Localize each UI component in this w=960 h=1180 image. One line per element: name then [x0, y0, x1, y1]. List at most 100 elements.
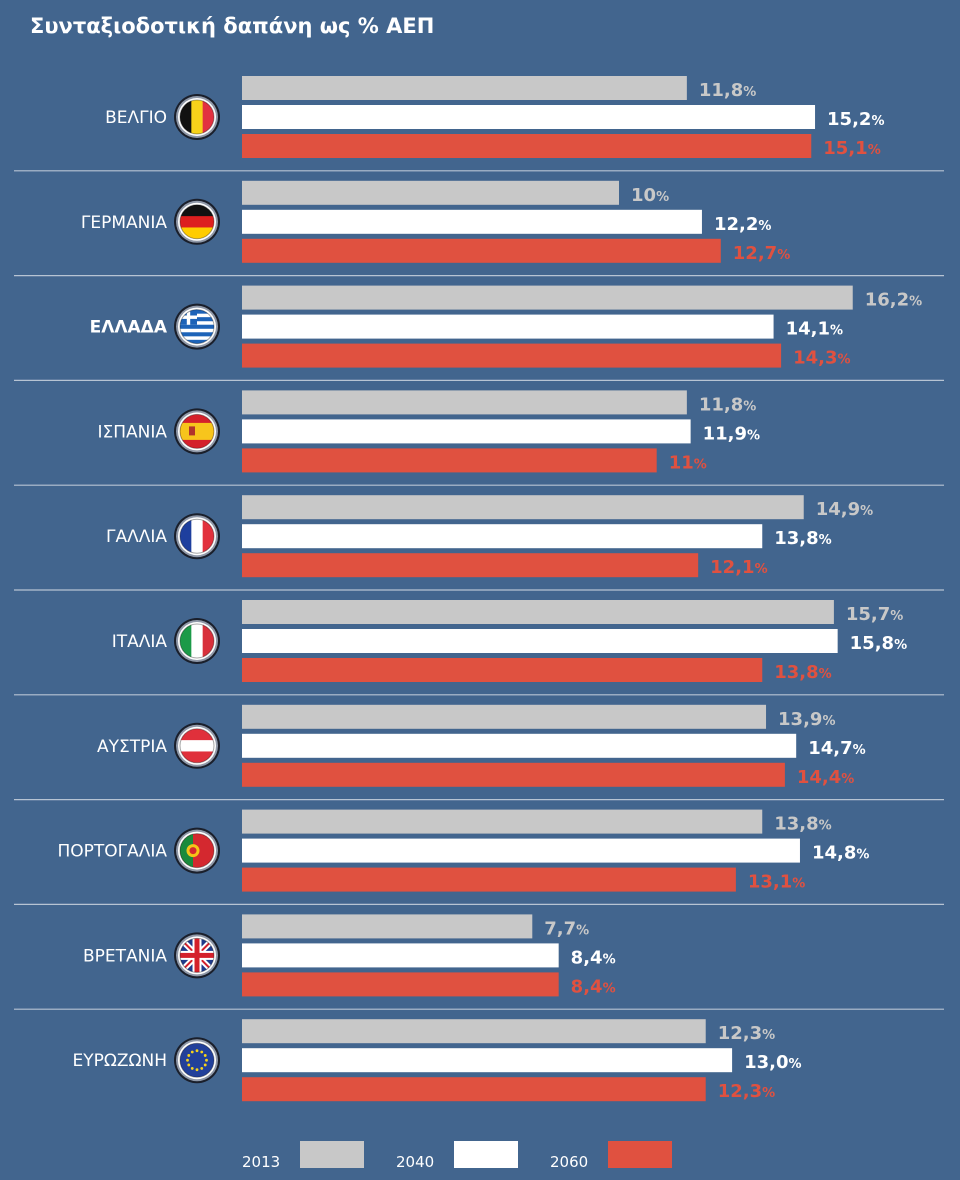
legend-swatch [454, 1141, 518, 1168]
bar-2060 [242, 972, 559, 997]
bar-2040 [242, 419, 691, 444]
country-label: ΙΣΠΑΝΙΑ [97, 422, 167, 442]
data-label-2060: 12,7% [733, 243, 790, 264]
data-label-2013: 10% [631, 185, 669, 206]
country-label: ΕΥΡΩΖΩΝΗ [72, 1051, 167, 1071]
chart-rows: ΒΕΛΓΙΟ 11,8% 15,2% 15,1% ΓΕΡΜΑΝΙΑ 10% 12,2% 12,… [57, 76, 922, 1102]
row-4: ΓΑΛΛΙΑ 14,9% 13,8% 12,1% [106, 495, 873, 578]
row-7: ΠΟΡΤΟΓΑΛΙΑ 13,8% 14,8% 13,1% [57, 809, 869, 893]
country-label: ΠΟΡΤΟΓΑΛΙΑ [57, 842, 167, 862]
legend-swatch [300, 1141, 364, 1168]
bar-2013 [242, 1019, 706, 1044]
bar-2013 [242, 914, 533, 939]
bar-2040 [242, 838, 800, 863]
bar-2060 [242, 448, 657, 473]
data-label-2040: 15,2% [827, 109, 884, 130]
country-label: ΓΑΛΛΙΑ [106, 527, 167, 547]
bar-2060 [242, 658, 763, 682]
row-3: ΙΣΠΑΝΙΑ 11,8% 11,9% 11% [97, 390, 760, 473]
data-label-2040: 14,8% [812, 843, 869, 864]
data-label-2060: 11% [669, 452, 707, 473]
legend-item-2040: 2040 [396, 1141, 518, 1171]
france-flag-icon [174, 513, 220, 560]
uk-flag-icon [174, 932, 220, 979]
legend-item-2013: 2013 [242, 1141, 364, 1171]
bar-2040 [242, 524, 763, 549]
bar-2060 [242, 867, 736, 892]
spain-flag-icon [174, 408, 220, 455]
data-label-2060: 13,1% [748, 872, 805, 893]
data-label-2013: 12,3% [718, 1023, 775, 1044]
bar-2040 [242, 209, 702, 234]
germany-flag-icon [174, 198, 220, 245]
bar-2013 [242, 704, 767, 729]
data-label-2040: 15,8% [850, 633, 907, 654]
bar-2060 [242, 238, 721, 263]
country-label: ΙΤΑΛΙΑ [112, 632, 168, 652]
data-label-2013: 13,9% [778, 709, 835, 730]
row-0: ΒΕΛΓΙΟ 11,8% 15,2% 15,1% [105, 76, 884, 159]
data-label-2040: 13,8% [774, 528, 831, 549]
data-label-2040: 8,4% [571, 947, 616, 968]
row-8: ΒΡΕΤΑΝΙΑ 7,7% 8,4% 8,4% [83, 914, 616, 997]
bar-2040 [242, 629, 838, 653]
bar-2013 [242, 76, 687, 100]
data-label-2013: 7,7% [544, 918, 589, 939]
data-label-2040: 14,1% [786, 319, 843, 340]
country-label: ΑΥΣΤΡΙΑ [97, 737, 167, 757]
row-1: ΓΕΡΜΑΝΙΑ 10% 12,2% 12,7% [81, 180, 790, 264]
bar-2040 [242, 1048, 733, 1073]
bar-2013 [242, 600, 834, 624]
eu-flag-icon [174, 1037, 220, 1084]
greece-flag-icon [174, 303, 220, 350]
belgium-flag-icon [174, 94, 220, 140]
country-label: ΒΕΛΓΙΟ [105, 108, 167, 128]
data-label-2013: 11,8% [699, 394, 756, 415]
bar-2040 [242, 314, 774, 339]
italy-flag-icon [174, 618, 220, 664]
data-label-2060: 12,3% [718, 1081, 775, 1102]
data-label-2040: 14,7% [808, 738, 865, 759]
data-label-2013: 13,8% [774, 814, 831, 835]
data-label-2060: 15,1% [823, 138, 880, 159]
data-label-2060: 14,4% [797, 767, 854, 788]
bar-2040 [242, 943, 559, 968]
chart-title: Συνταξιοδοτική δαπάνη ως % ΑΕΠ [30, 14, 435, 38]
bar-2013 [242, 180, 619, 205]
data-label-2040: 13,0% [744, 1052, 801, 1073]
row-9: ΕΥΡΩΖΩΝΗ 12,3% 13,0% 12,3% [72, 1019, 802, 1102]
bar-2013 [242, 390, 687, 415]
data-label-2013: 14,9% [816, 499, 873, 520]
data-label-2060: 8,4% [571, 976, 616, 997]
row-separators [14, 170, 944, 1010]
row-6: ΑΥΣΤΡΙΑ 13,9% 14,7% 14,4% [97, 704, 866, 788]
legend-label: 2060 [550, 1153, 588, 1171]
bar-2060 [242, 553, 699, 578]
data-label-2013: 15,7% [846, 604, 903, 625]
legend-swatch [608, 1141, 672, 1168]
data-label-2013: 11,8% [699, 80, 756, 101]
bar-2013 [242, 495, 804, 520]
bar-2013 [242, 285, 853, 310]
legend-label: 2040 [396, 1153, 434, 1171]
legend: 2013 2040 2060 [242, 1141, 672, 1171]
data-label-2040: 11,9% [703, 423, 760, 444]
data-label-2040: 12,2% [714, 214, 771, 235]
country-label: ΓΕΡΜΑΝΙΑ [81, 213, 167, 233]
bar-2040 [242, 105, 816, 129]
country-label: ΕΛΛΑΔΑ [90, 318, 168, 338]
data-label-2013: 16,2% [865, 290, 922, 311]
portugal-flag-icon [174, 827, 220, 874]
bar-2060 [242, 1077, 706, 1102]
bar-2040 [242, 733, 797, 758]
data-label-2060: 12,1% [710, 557, 767, 578]
bar-2060 [242, 343, 782, 368]
bar-2013 [242, 809, 763, 834]
row-2: ΕΛΛΑΔΑ 16,2% 14,1% 14,3% [90, 285, 922, 369]
country-label: ΒΡΕΤΑΝΙΑ [83, 946, 167, 966]
bar-2060 [242, 762, 785, 787]
legend-item-2060: 2060 [550, 1141, 672, 1171]
data-label-2060: 14,3% [793, 348, 850, 369]
data-label-2060: 13,8% [774, 662, 831, 683]
